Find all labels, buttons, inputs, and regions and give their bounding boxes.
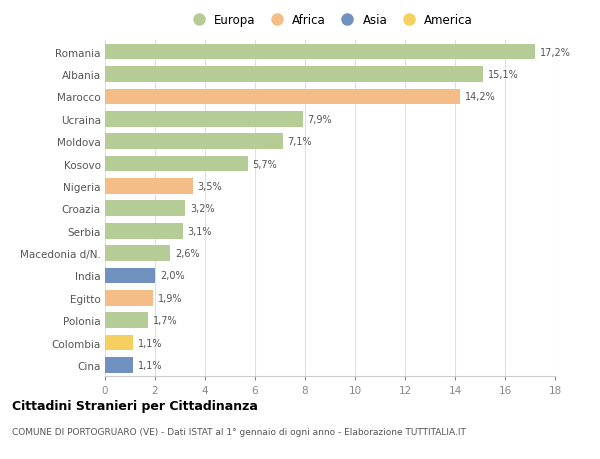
- Text: 2,6%: 2,6%: [175, 248, 200, 258]
- Bar: [105, 291, 152, 306]
- Text: 3,1%: 3,1%: [187, 226, 212, 236]
- Bar: [105, 157, 248, 172]
- Legend: Europa, Africa, Asia, America: Europa, Africa, Asia, America: [182, 10, 478, 32]
- Bar: [105, 358, 133, 373]
- Text: 1,7%: 1,7%: [152, 315, 177, 325]
- Bar: [105, 246, 170, 261]
- Bar: [105, 224, 182, 239]
- Text: 7,9%: 7,9%: [308, 114, 332, 124]
- Text: 5,7%: 5,7%: [253, 159, 277, 169]
- Text: 15,1%: 15,1%: [487, 70, 518, 80]
- Text: COMUNE DI PORTOGRUARO (VE) - Dati ISTAT al 1° gennaio di ogni anno - Elaborazion: COMUNE DI PORTOGRUARO (VE) - Dati ISTAT …: [12, 427, 466, 436]
- Text: 17,2%: 17,2%: [540, 47, 571, 57]
- Bar: [105, 45, 535, 60]
- Text: Cittadini Stranieri per Cittadinanza: Cittadini Stranieri per Cittadinanza: [12, 399, 258, 412]
- Bar: [105, 90, 460, 105]
- Text: 2,0%: 2,0%: [160, 271, 185, 281]
- Text: 14,2%: 14,2%: [465, 92, 496, 102]
- Bar: [105, 67, 482, 83]
- Text: 3,5%: 3,5%: [197, 181, 222, 191]
- Bar: [105, 134, 283, 150]
- Text: 1,1%: 1,1%: [137, 360, 162, 370]
- Text: 3,2%: 3,2%: [190, 204, 215, 214]
- Text: 1,9%: 1,9%: [157, 293, 182, 303]
- Text: 7,1%: 7,1%: [287, 137, 312, 147]
- Bar: [105, 313, 148, 328]
- Text: 1,1%: 1,1%: [137, 338, 162, 348]
- Bar: [105, 268, 155, 284]
- Bar: [105, 112, 302, 127]
- Bar: [105, 179, 193, 194]
- Bar: [105, 201, 185, 217]
- Bar: [105, 335, 133, 351]
